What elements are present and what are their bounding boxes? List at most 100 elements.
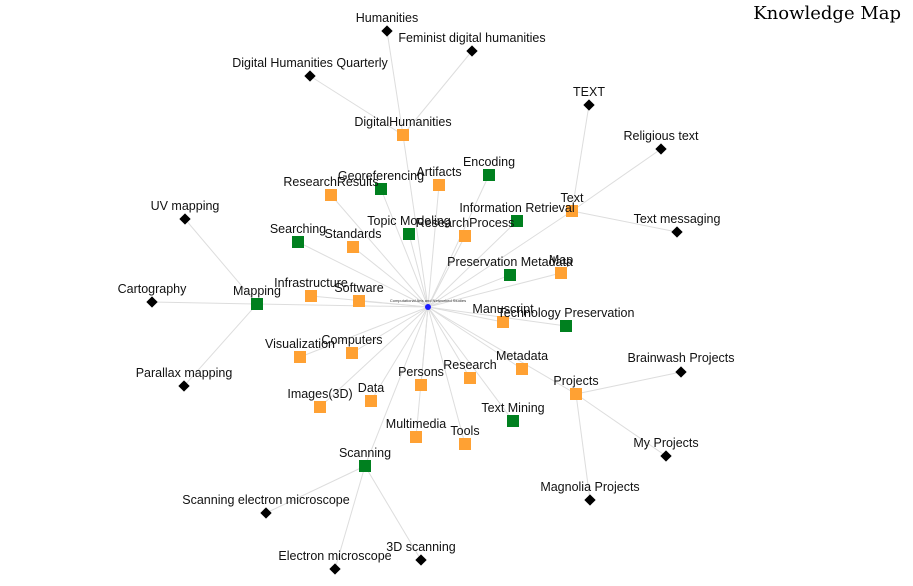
node-parallaxmapping[interactable] bbox=[178, 380, 190, 392]
map-title: Knowledge Map bbox=[753, 3, 901, 24]
edge-center-text bbox=[427, 210, 573, 308]
node-label-digitalhumanities: DigitalHumanities bbox=[354, 115, 451, 129]
edge-center-researchresults bbox=[330, 194, 429, 308]
node-images3d[interactable] bbox=[314, 401, 326, 413]
edge-center-computers bbox=[351, 306, 429, 354]
node-label-textmining: Text Mining bbox=[481, 401, 544, 415]
node-topicmodeling[interactable] bbox=[403, 228, 415, 240]
node-label-mapping: Mapping bbox=[233, 284, 281, 298]
node-label-standards: Standards bbox=[325, 227, 382, 241]
node-artifacts[interactable] bbox=[433, 179, 445, 191]
node-label-data: Data bbox=[358, 381, 384, 395]
node-persons[interactable] bbox=[415, 379, 427, 391]
node-sem[interactable] bbox=[260, 507, 272, 519]
edge-center-searching bbox=[297, 241, 429, 308]
node-techpres[interactable] bbox=[560, 320, 572, 332]
edge-projects-magnolia bbox=[575, 393, 591, 501]
node-textmessaging[interactable] bbox=[671, 226, 683, 238]
node-textmining[interactable] bbox=[507, 415, 519, 427]
edge-center-research bbox=[427, 306, 471, 379]
node-label-scanning: Scanning bbox=[339, 446, 391, 460]
node-textleaf[interactable] bbox=[583, 99, 595, 111]
edge-center-metadata bbox=[427, 306, 523, 370]
node-presmetadata[interactable] bbox=[504, 269, 516, 281]
node-standards[interactable] bbox=[347, 241, 359, 253]
node-label-myprojects: My Projects bbox=[633, 436, 698, 450]
node-text[interactable] bbox=[566, 205, 578, 217]
node-label-electronmicroscope: Electron microscope bbox=[278, 549, 391, 563]
node-scanning3d[interactable] bbox=[415, 554, 427, 566]
node-scanning[interactable] bbox=[359, 460, 371, 472]
edge-mapping-parallaxmapping bbox=[183, 303, 258, 387]
edge-projects-brainwash bbox=[575, 371, 682, 395]
node-researchprocess[interactable] bbox=[459, 230, 471, 242]
edge-center-data bbox=[370, 306, 429, 402]
node-label-visualization: Visualization bbox=[265, 337, 335, 351]
edge-center-software bbox=[358, 300, 429, 308]
edge-center-artifacts bbox=[427, 184, 440, 308]
node-projects[interactable] bbox=[570, 388, 582, 400]
node-label-cartography: Cartography bbox=[118, 282, 188, 296]
node-electronmicroscope[interactable] bbox=[329, 563, 341, 575]
node-label-map: Map bbox=[549, 253, 573, 267]
node-label-manuscript: Manuscript bbox=[472, 302, 534, 316]
node-computers[interactable] bbox=[346, 347, 358, 359]
node-label-encoding: Encoding bbox=[463, 155, 515, 169]
node-label-software: Software bbox=[334, 281, 383, 295]
node-label-textleaf: TEXT bbox=[573, 85, 605, 99]
node-tools[interactable] bbox=[459, 438, 471, 450]
node-data[interactable] bbox=[365, 395, 377, 407]
node-inforetrieval[interactable] bbox=[511, 215, 523, 227]
edge-mapping-uvmapping bbox=[184, 218, 258, 305]
node-label-center: Computational Arts and Networked Studies bbox=[390, 298, 466, 303]
node-religioustext[interactable] bbox=[655, 143, 667, 155]
edge-center-researchprocess bbox=[427, 235, 466, 308]
node-visualization[interactable] bbox=[294, 351, 306, 363]
edge-center-digitalhumanities bbox=[402, 134, 429, 308]
node-humanities[interactable] bbox=[381, 25, 393, 37]
edge-scanning-sem bbox=[265, 465, 366, 514]
edge-center-images3d bbox=[319, 306, 429, 408]
edge-center-projects bbox=[427, 306, 577, 395]
node-myprojects[interactable] bbox=[660, 450, 672, 462]
node-manuscript[interactable] bbox=[497, 316, 509, 328]
node-infrastructure[interactable] bbox=[305, 290, 317, 302]
node-researchresults[interactable] bbox=[325, 189, 337, 201]
node-digitalhumanities[interactable] bbox=[397, 129, 409, 141]
node-encoding[interactable] bbox=[483, 169, 495, 181]
edge-center-map bbox=[427, 272, 562, 308]
node-feministdh[interactable] bbox=[466, 45, 478, 57]
node-label-images3d: Images(3D) bbox=[287, 387, 352, 401]
node-metadata[interactable] bbox=[516, 363, 528, 375]
node-cartography[interactable] bbox=[146, 296, 158, 308]
node-label-persons: Persons bbox=[398, 365, 444, 379]
node-label-computers: Computers bbox=[321, 333, 382, 347]
node-label-presmetadata: Preservation Metadata bbox=[447, 255, 573, 269]
edge-center-standards bbox=[352, 246, 429, 308]
node-georeferencing[interactable] bbox=[375, 183, 387, 195]
node-brainwash[interactable] bbox=[675, 366, 687, 378]
node-label-artifacts: Artifacts bbox=[416, 165, 461, 179]
node-center[interactable] bbox=[425, 304, 431, 310]
node-label-infrastructure: Infrastructure bbox=[274, 276, 348, 290]
node-magnolia[interactable] bbox=[584, 494, 596, 506]
node-label-brainwash: Brainwash Projects bbox=[628, 351, 735, 365]
node-label-techpres: Technology Preservation bbox=[498, 306, 635, 320]
node-mapping[interactable] bbox=[251, 298, 263, 310]
edge-projects-myprojects bbox=[575, 393, 667, 457]
node-label-research: Research bbox=[443, 358, 497, 372]
node-software[interactable] bbox=[353, 295, 365, 307]
edge-text-textmessaging bbox=[571, 210, 678, 233]
edge-digitalhumanities-dhq bbox=[309, 75, 404, 136]
node-uvmapping[interactable] bbox=[179, 213, 191, 225]
node-multimedia[interactable] bbox=[410, 431, 422, 443]
node-dhq[interactable] bbox=[304, 70, 316, 82]
node-searching[interactable] bbox=[292, 236, 304, 248]
node-research[interactable] bbox=[464, 372, 476, 384]
node-label-researchresults: ResearchResults bbox=[283, 175, 378, 189]
node-label-searching: Searching bbox=[270, 222, 326, 236]
edge-text-religioustext bbox=[571, 148, 662, 212]
edge-digitalhumanities-feministdh bbox=[402, 50, 473, 136]
node-map[interactable] bbox=[555, 267, 567, 279]
edge-scanning-scanning3d bbox=[364, 465, 422, 561]
